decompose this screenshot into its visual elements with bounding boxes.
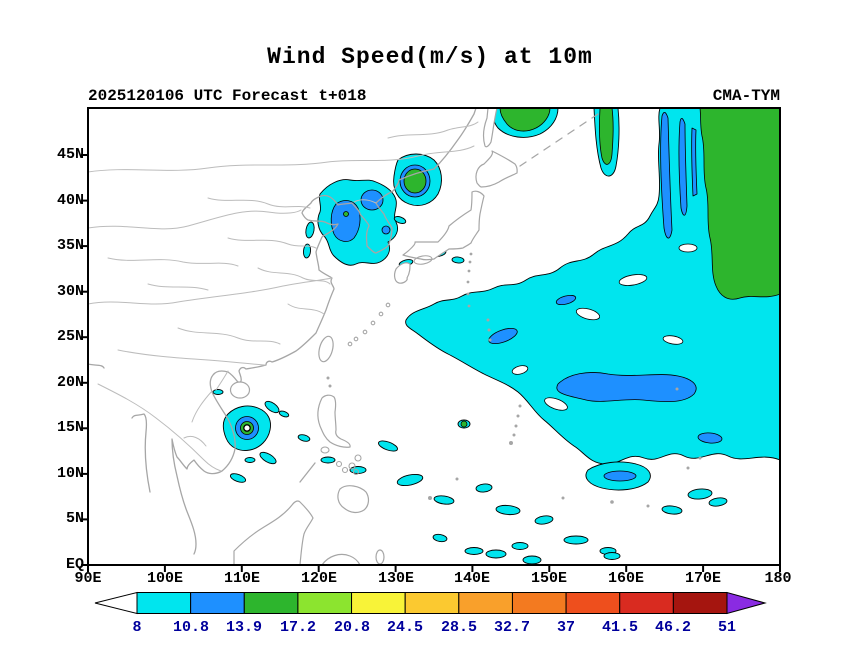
colorbar-left-arrow bbox=[94, 591, 138, 615]
coast-mindanao bbox=[337, 485, 370, 514]
colorbar-cell bbox=[404, 592, 460, 614]
coast-luzon bbox=[317, 394, 351, 448]
coastline-layer bbox=[88, 108, 702, 565]
lon-tick-label: 140E bbox=[453, 570, 490, 587]
coast-kurils bbox=[519, 113, 599, 167]
lon-tick-label: 110E bbox=[223, 570, 260, 587]
colorbar-value-label: 17.2 bbox=[279, 619, 316, 636]
coast-kyushu bbox=[393, 262, 411, 284]
lat-tick-label: 35N bbox=[56, 237, 84, 254]
tropical-cyclone-symbol bbox=[222, 400, 280, 451]
lat-tick-label: 40N bbox=[56, 192, 84, 209]
colorbar-cell bbox=[190, 592, 245, 614]
colorbar-cell bbox=[297, 592, 353, 614]
colorbar-value-label: 28.5 bbox=[440, 619, 477, 636]
colorbar-cell bbox=[243, 592, 299, 614]
colorbar-cell bbox=[672, 592, 728, 614]
inland-boundaries bbox=[88, 121, 479, 472]
coast-sulawesi bbox=[321, 553, 361, 565]
lat-tick-label: 20N bbox=[56, 374, 84, 391]
lat-tick-label: 45N bbox=[56, 146, 84, 163]
lon-tick-label: 170E bbox=[684, 570, 721, 587]
lat-tick-label: 5N bbox=[65, 510, 84, 527]
lat-tick-label: 30N bbox=[56, 283, 84, 300]
coast-shikoku bbox=[413, 255, 433, 265]
coast-hokkaido bbox=[475, 150, 518, 188]
colorbar-cell bbox=[351, 592, 406, 614]
colorbar-cell bbox=[136, 592, 192, 614]
colorbar-value-label: 32.7 bbox=[493, 619, 530, 636]
lon-tick-label: 180 bbox=[764, 570, 792, 587]
calm-holes bbox=[511, 243, 698, 411]
lon-tick-label: 150E bbox=[530, 570, 567, 587]
coast-pacific-islands bbox=[326, 252, 702, 508]
coast-china-vietnam bbox=[171, 194, 353, 555]
colorbar-value-label: 24.5 bbox=[386, 619, 423, 636]
lon-tick-label: 120E bbox=[300, 570, 337, 587]
coast-honshu bbox=[402, 190, 485, 261]
colorbar-value-label: 13.9 bbox=[225, 619, 262, 636]
colorbar-cell bbox=[511, 592, 567, 614]
lat-tick-label: EQ bbox=[65, 556, 84, 573]
coast-halmahera bbox=[375, 549, 385, 565]
model-name-label: CMA-TYM bbox=[712, 87, 780, 105]
colorbar-value-label: 20.8 bbox=[333, 619, 370, 636]
lon-tick-label: 100E bbox=[146, 570, 183, 587]
colorbar-value-label: 10.8 bbox=[172, 619, 209, 636]
colorbar-value-label: 51 bbox=[717, 619, 736, 636]
coast-myanmar bbox=[88, 363, 151, 493]
coast-korea-russia bbox=[351, 108, 477, 254]
page-title: Wind Speed(m/s) at 10m bbox=[267, 44, 593, 70]
lon-tick-label: 160E bbox=[607, 570, 644, 587]
green-level-patches bbox=[343, 108, 780, 428]
colorbar-cell bbox=[565, 592, 621, 614]
coast-mindoro bbox=[320, 446, 330, 454]
colorbar-value-label: 8 bbox=[132, 619, 142, 636]
lat-tick-label: 10N bbox=[56, 465, 84, 482]
colorbar-cell bbox=[458, 592, 513, 614]
colorbar-value-label: 41.5 bbox=[601, 619, 638, 636]
lat-tick-label: 15N bbox=[56, 419, 84, 436]
colorbar-value-label: 37 bbox=[556, 619, 575, 636]
colorbar-value-label: 46.2 bbox=[654, 619, 691, 636]
forecast-init-label: 2025120106 UTC Forecast t+018 bbox=[88, 87, 367, 105]
lat-tick-label: 25N bbox=[56, 328, 84, 345]
axis-ticks bbox=[81, 154, 781, 572]
colorbar-cell bbox=[619, 592, 674, 614]
lon-tick-label: 130E bbox=[377, 570, 414, 587]
colorbar-right-arrow bbox=[726, 591, 767, 615]
coast-palawan bbox=[299, 462, 316, 483]
coast-borneo bbox=[233, 500, 314, 565]
wind-fill-layer bbox=[212, 108, 780, 565]
lon-tick-label: 90E bbox=[74, 570, 102, 587]
coast-taiwan bbox=[318, 335, 334, 363]
map-area bbox=[88, 108, 780, 565]
colorbar bbox=[94, 591, 767, 615]
coast-hainan bbox=[229, 381, 251, 399]
coast-sakhalin bbox=[482, 108, 498, 148]
coast-ryukyu-islands bbox=[347, 302, 391, 347]
cyclone-eye bbox=[243, 424, 251, 432]
